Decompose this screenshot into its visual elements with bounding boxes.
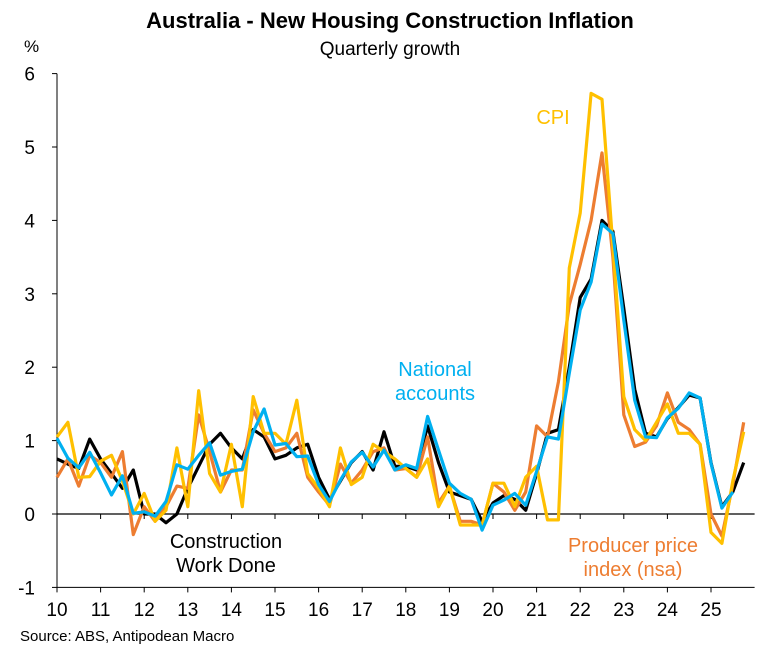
ppi-label: Producer price <box>568 535 698 557</box>
y-tick-label: 1 <box>24 432 35 453</box>
y-tick-label: 5 <box>24 138 35 159</box>
national-accounts-label: accounts <box>395 383 475 405</box>
x-tick-label: 20 <box>482 600 503 621</box>
x-tick-label: 21 <box>526 600 547 621</box>
y-axis-unit-label: % <box>24 37 39 56</box>
y-tick-label: 6 <box>24 65 35 86</box>
x-tick-label: 18 <box>395 600 416 621</box>
x-tick-label: 13 <box>177 600 198 621</box>
y-tick-label: -1 <box>18 578 35 599</box>
chart-title: Australia - New Housing Construction Inf… <box>146 8 634 33</box>
x-tick-label: 16 <box>308 600 329 621</box>
x-tick-label: 25 <box>700 600 721 621</box>
construction-work-done-label: Construction <box>170 531 282 553</box>
y-tick-label: 2 <box>24 358 35 379</box>
x-tick-label: 22 <box>570 600 591 621</box>
chart-subtitle: Quarterly growth <box>320 39 460 60</box>
x-tick-label: 24 <box>657 600 679 621</box>
ppi-line <box>55 151 746 538</box>
x-tick-label: 19 <box>439 600 460 621</box>
source-note: Source: ABS, Antipodean Macro <box>20 628 234 645</box>
x-tick-label: 10 <box>46 600 67 621</box>
y-tick-label: 3 <box>24 285 35 306</box>
x-tick-label: 23 <box>613 600 634 621</box>
x-tick-label: 17 <box>352 600 373 621</box>
y-tick-label: 0 <box>24 505 35 526</box>
national-accounts-line <box>55 222 735 532</box>
x-tick-label: 15 <box>264 600 285 621</box>
construction-work-done-label: Work Done <box>176 555 276 577</box>
x-tick-label: 12 <box>134 600 155 621</box>
cpi-line <box>55 91 746 545</box>
cpi-label: CPI <box>536 107 569 129</box>
y-tick-label: 4 <box>24 211 35 232</box>
x-tick-label: 14 <box>221 600 243 621</box>
national-accounts-label: National <box>398 359 471 381</box>
ppi-label: index (nsa) <box>584 559 683 581</box>
x-tick-label: 11 <box>91 600 111 621</box>
